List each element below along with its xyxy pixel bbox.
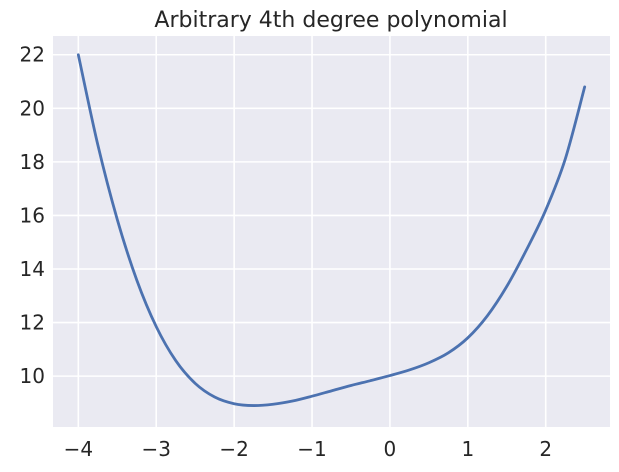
polynomial-line	[76, 53, 587, 407]
y-tick-labels: 10 12 14 16 18 20 22	[20, 43, 45, 388]
series-layer	[76, 53, 587, 407]
x-tick-label: 0	[384, 437, 397, 461]
x-tick-label: −2	[219, 437, 248, 461]
plot-area	[53, 36, 610, 427]
chart-title: Arbitrary 4th degree polynomial	[154, 8, 507, 33]
y-tick-label: 18	[20, 150, 45, 174]
y-tick-label: 16	[20, 203, 45, 227]
x-tick-label: −3	[141, 437, 170, 461]
y-tick-label: 22	[20, 43, 45, 67]
y-tick-label: 10	[20, 364, 45, 388]
x-tick-labels: −4 −3 −2 −1 0 1 2	[64, 437, 553, 461]
x-tick-label: −1	[297, 437, 326, 461]
x-tick-label: 1	[461, 437, 474, 461]
grid-lines	[53, 36, 610, 427]
y-tick-label: 12	[20, 311, 45, 335]
x-tick-label: 2	[539, 437, 552, 461]
y-tick-label: 14	[20, 257, 45, 281]
x-tick-label: −4	[64, 437, 93, 461]
y-tick-label: 20	[20, 96, 45, 120]
